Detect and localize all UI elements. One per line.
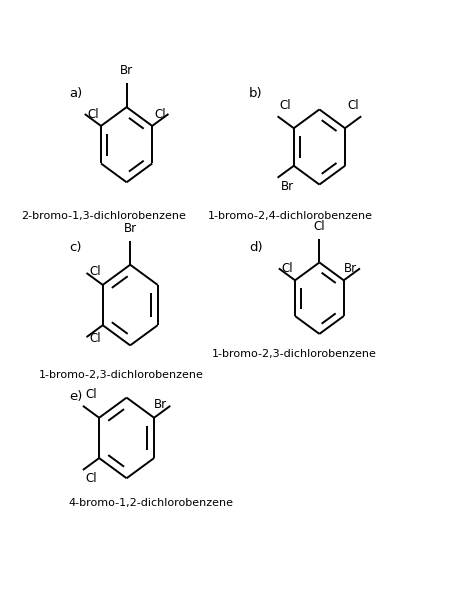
Text: b): b): [249, 87, 263, 101]
Text: Br: Br: [124, 222, 137, 235]
Text: a): a): [69, 87, 82, 101]
Text: c): c): [69, 241, 81, 254]
Text: Cl: Cl: [88, 108, 100, 121]
Text: Cl: Cl: [279, 99, 291, 112]
Text: Cl: Cl: [313, 220, 325, 233]
Text: Br: Br: [280, 180, 293, 193]
Text: Cl: Cl: [89, 265, 101, 278]
Text: 2-bromo-1,3-dichlorobenzene: 2-bromo-1,3-dichlorobenzene: [21, 211, 186, 221]
Text: Cl: Cl: [348, 99, 359, 112]
Text: d): d): [249, 241, 263, 254]
Text: Br: Br: [120, 64, 133, 77]
Text: Br: Br: [154, 398, 167, 411]
Text: Br: Br: [344, 262, 357, 275]
Text: 1-bromo-2,4-dichlorobenzene: 1-bromo-2,4-dichlorobenzene: [208, 211, 373, 221]
Text: Cl: Cl: [154, 108, 166, 121]
Text: Cl: Cl: [86, 472, 97, 486]
Text: Cl: Cl: [282, 262, 293, 275]
Text: Cl: Cl: [86, 389, 97, 401]
Text: 4-bromo-1,2-dichlorobenzene: 4-bromo-1,2-dichlorobenzene: [69, 499, 234, 508]
Text: 1-bromo-2,3-dichlorobenzene: 1-bromo-2,3-dichlorobenzene: [39, 370, 204, 380]
Text: e): e): [69, 390, 82, 403]
Text: 1-bromo-2,3-dichlorobenzene: 1-bromo-2,3-dichlorobenzene: [212, 349, 377, 359]
Text: Cl: Cl: [89, 332, 101, 345]
